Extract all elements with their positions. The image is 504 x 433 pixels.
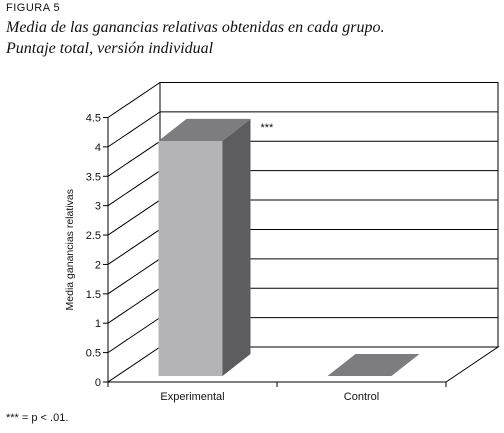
y-tick-label-6: 3 [95,201,101,213]
significance-annotation: *** [261,122,275,134]
bar-top-experimental [158,118,251,141]
y-tick-label-7: 3.5 [86,171,101,183]
gridline-left-1 [107,317,161,354]
figure-label: FIGURA 5 [6,2,61,14]
gridline-left-4 [107,229,161,265]
figure-title-line-2: Puntaje total, versión individual [6,40,214,57]
gridline-left-3 [107,258,161,295]
y-tick-label-8: 4 [95,142,101,154]
gridline-left-8 [107,111,161,148]
gridline-left-7 [107,140,161,177]
gridline-left-2 [107,287,161,324]
bar-side-experimental [222,118,251,376]
y-tick-label-3: 1.5 [86,289,101,301]
y-tick-label-0: 0 [95,377,101,389]
y-axis-title: Media ganancias relativas [64,189,76,310]
y-tick-label-4: 2 [95,259,101,271]
gridline-left-5 [107,199,161,236]
figure-title-line-1: Media de las ganancias relativas obtenid… [6,19,385,36]
y-tick-label-2: 1 [95,318,101,330]
gridline-left-6 [107,170,161,207]
bar-top-control [327,354,420,376]
bar-front-experimental [158,140,223,376]
y-tick-label-9: 4.5 [86,113,101,125]
y-tick-label-5: 2.5 [86,230,101,242]
x-category-label-1: Control [344,391,379,403]
gridline-left-9 [107,82,161,118]
y-tick-label-1: 0.5 [86,348,101,360]
figure-title: Media de las ganancias relativas obtenid… [6,17,496,59]
footnote: *** = p < .01. [6,412,69,424]
x-category-label-0: Experimental [160,391,224,403]
